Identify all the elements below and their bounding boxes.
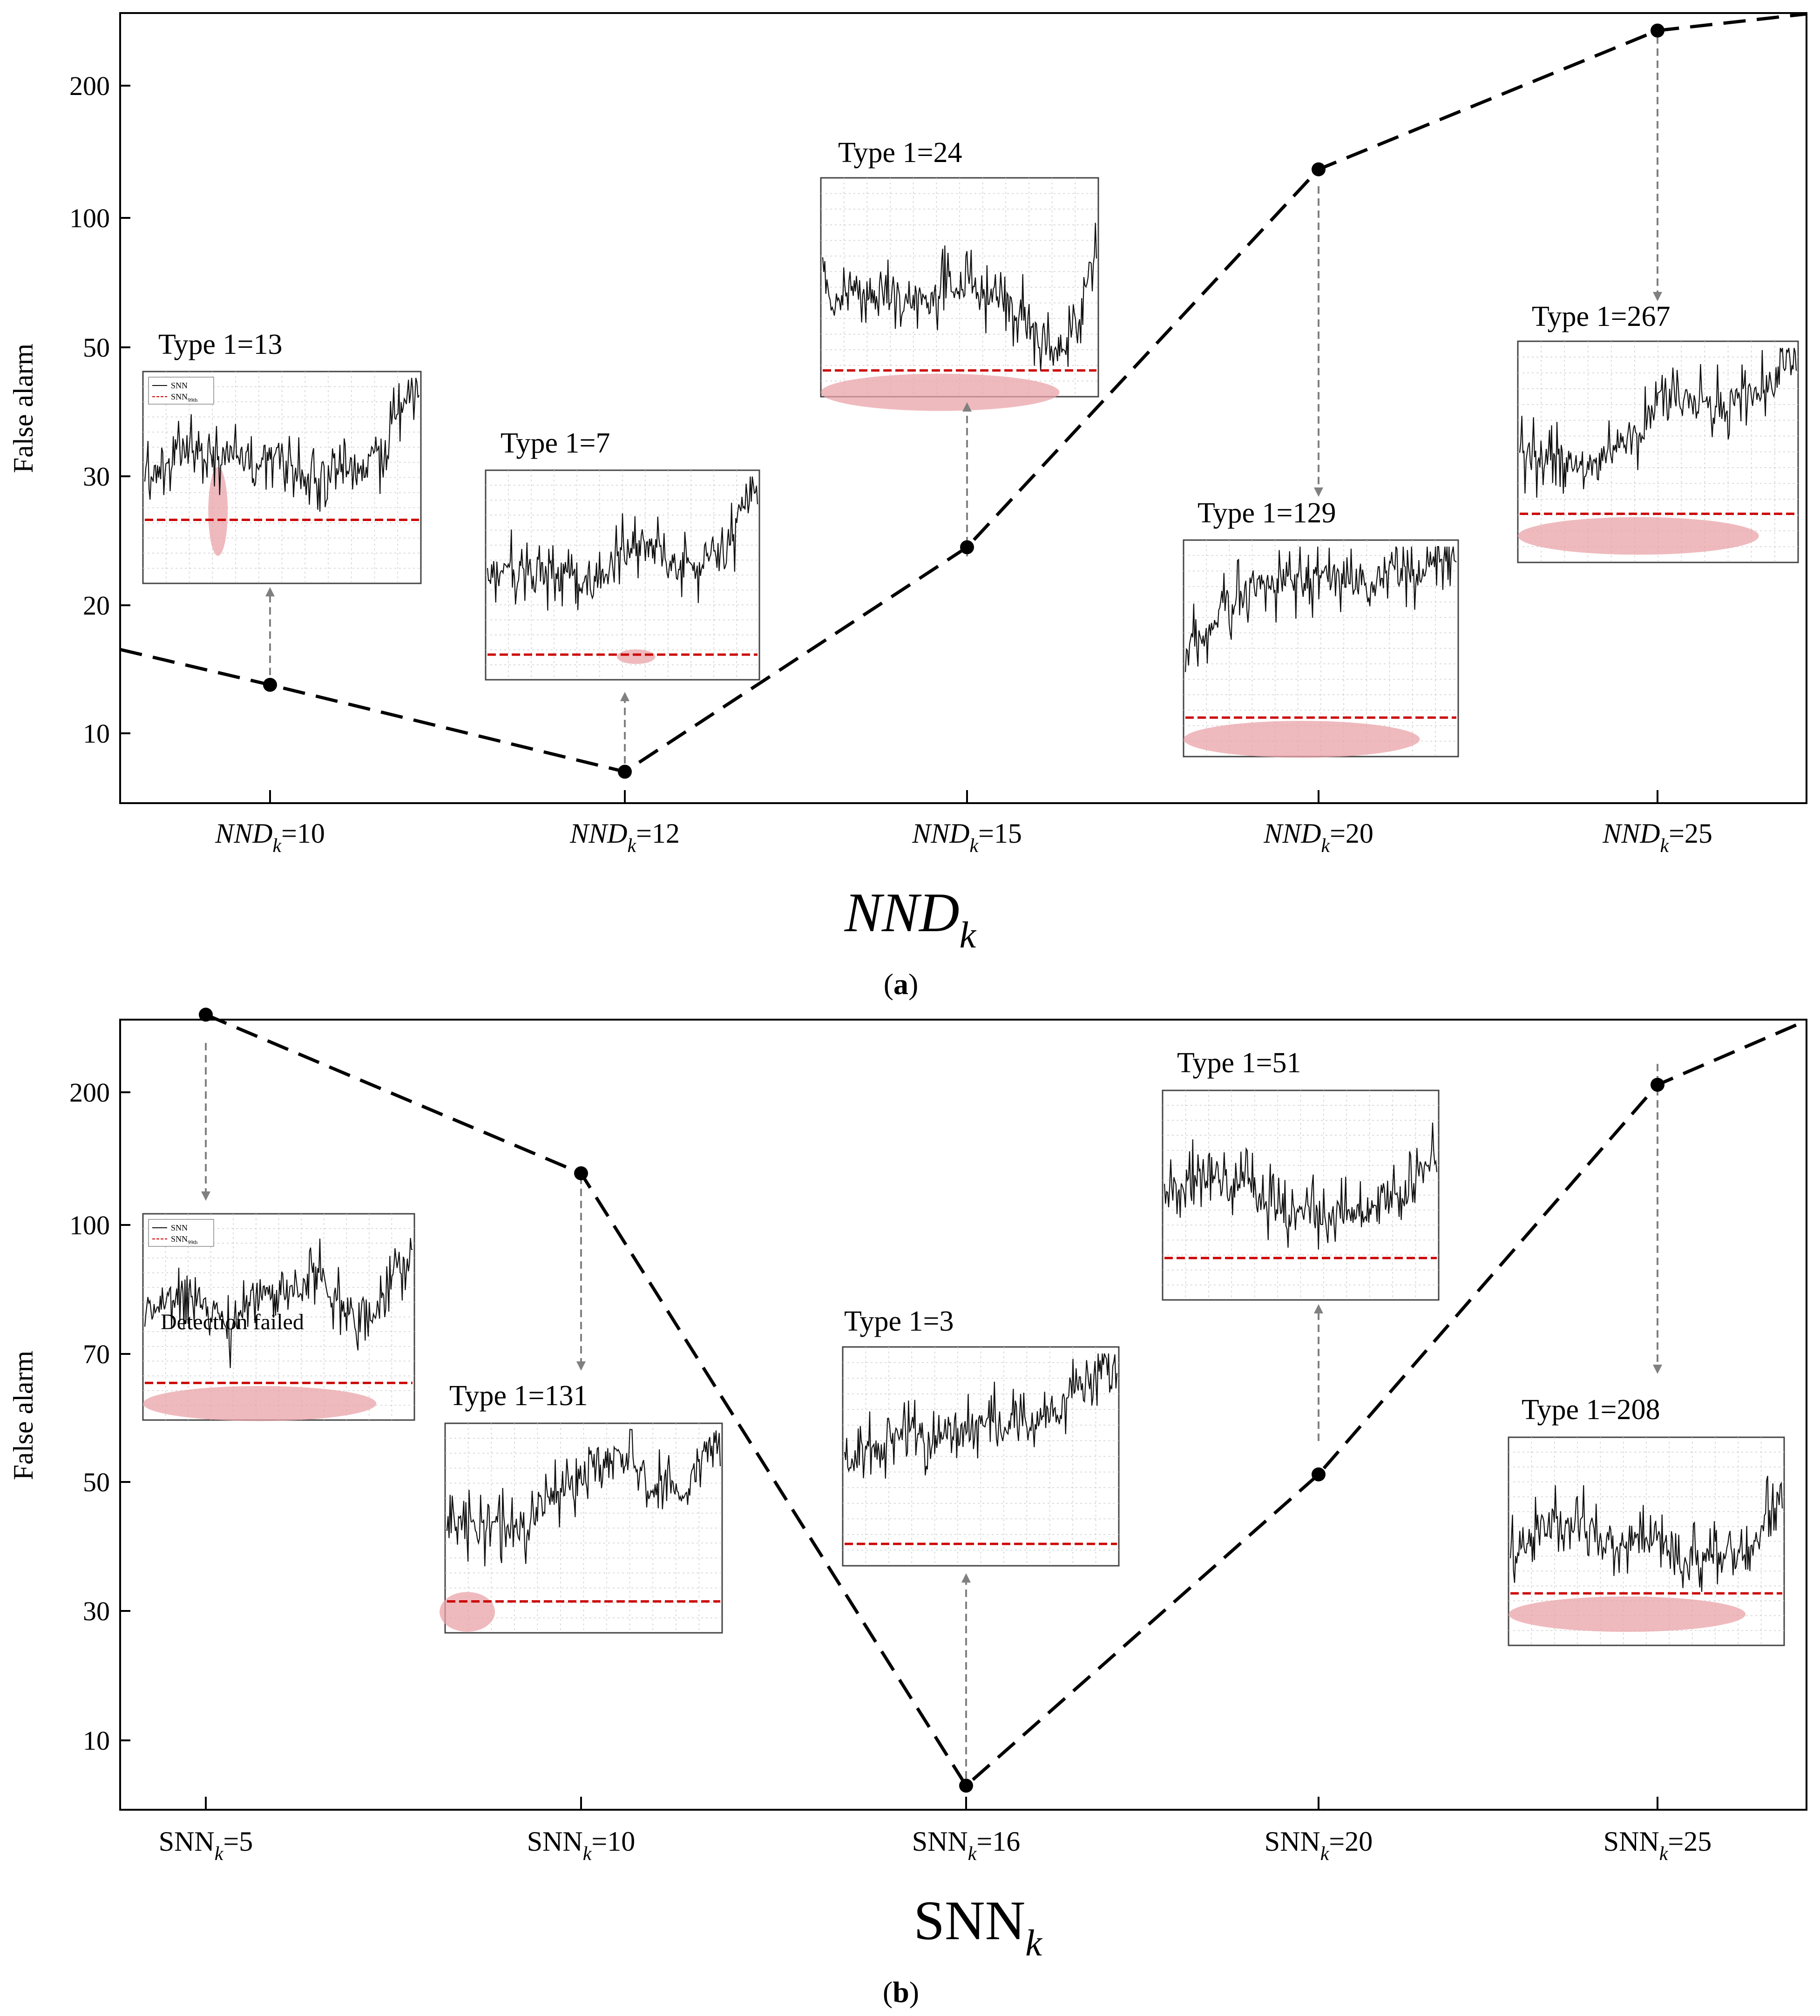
inset-legend: [148, 377, 214, 405]
y-tick-label: 100: [69, 203, 110, 233]
x-tick-label: NNDk=12: [569, 818, 680, 857]
inset-trace: [144, 1238, 413, 1368]
panel-caption: (b): [883, 1975, 919, 2009]
plot-frame: [119, 1019, 1807, 1811]
x-tick-label: SNNk=25: [1603, 1826, 1712, 1865]
y-tick-label: 50: [83, 332, 110, 363]
arrows: [201, 1043, 1662, 1779]
x-axis-label: SNNk: [913, 1889, 1042, 1964]
y-tick-label: 10: [83, 718, 110, 749]
y-axis-ticks: 10 20 30 50 100 200: [69, 71, 130, 749]
y-tick-label: 200: [69, 1077, 110, 1108]
inset-label: Type 1=24: [838, 137, 962, 169]
legend-label-snn: SNN: [171, 1223, 188, 1232]
x-tick-label: SNNk=20: [1265, 1826, 1373, 1865]
inset-label: Type 1=131: [449, 1380, 588, 1412]
x-tick-label: NNDk=25: [1602, 818, 1712, 857]
inset-label: Type 1=7: [501, 427, 610, 459]
data-point: [960, 540, 974, 555]
inset-plot: Type 1=131: [440, 1380, 723, 1634]
inset-label: Detection failed: [161, 1310, 304, 1334]
inset-label: Type 1=129: [1198, 497, 1336, 529]
y-tick-label: 30: [83, 461, 110, 492]
inset-plots: SNN SNN99th Detection failed Type 1=131 Type…: [142, 1047, 1785, 1646]
highlight-ellipse: [617, 649, 656, 664]
highlight-ellipse: [1509, 1596, 1746, 1632]
y-axis-ticks: 10 30 50 70 100 200: [69, 1077, 130, 1756]
inset-trace: [446, 1429, 721, 1567]
data-points: [199, 1008, 1664, 1793]
y-tick-label: 200: [69, 71, 110, 101]
inset-trace: [1184, 546, 1457, 672]
inset-plot: Type 1=3: [842, 1306, 1120, 1567]
x-tick-label: NNDk=15: [912, 818, 1022, 857]
data-points: [263, 23, 1664, 779]
inset-plot: Type 1=7: [485, 427, 760, 681]
x-tick-label: SNNk=5: [159, 1826, 253, 1865]
inset-plot: Type 1=208: [1508, 1394, 1785, 1646]
arrows: [265, 36, 1662, 764]
y-tick-label: 10: [83, 1725, 110, 1756]
data-point: [618, 764, 632, 779]
inset-plots: SNN SNN99th Type 1=13 Type 1=7 Type 1=24 Type…: [142, 137, 1799, 758]
panel-caption: (a): [884, 967, 919, 1001]
inset-trace: [844, 1353, 1118, 1479]
inset-label: Type 1=267: [1532, 301, 1671, 332]
legend-label-threshold: SNN99th: [171, 392, 197, 403]
x-axis-label: NNDk: [844, 881, 977, 956]
data-point: [199, 1008, 213, 1022]
data-point: [1651, 23, 1664, 38]
y-tick-label: 30: [83, 1596, 110, 1626]
x-axis-ticks: SNNk=5 SNNk=10 SNNk=16 SNNk=20 SNNk=25: [159, 1797, 1712, 1865]
inset-plot: Type 1=267: [1517, 301, 1799, 563]
data-point: [1651, 1077, 1664, 1092]
inset-trace: [1509, 1475, 1783, 1592]
inset-label: Type 1=51: [1177, 1047, 1301, 1079]
highlight-ellipse: [821, 373, 1060, 411]
data-point: [574, 1166, 588, 1180]
inset-plot: SNN SNN99th Type 1=13: [142, 329, 422, 584]
legend-label-snn: SNN: [171, 381, 188, 390]
highlight-ellipse: [208, 467, 228, 556]
y-tick-label: 100: [69, 1210, 110, 1240]
x-tick-label: SNNk=10: [527, 1826, 636, 1865]
inset-trace: [822, 223, 1097, 372]
highlight-ellipse: [1518, 517, 1759, 555]
inset-label: Type 1=3: [844, 1306, 954, 1337]
x-tick-label: NNDk=20: [1263, 818, 1373, 857]
plot-frame: [119, 12, 1807, 804]
inset-trace: [1519, 347, 1797, 498]
data-point: [959, 1779, 973, 1793]
inset-legend: [148, 1219, 214, 1247]
y-axis-label: False alarm: [8, 1351, 39, 1480]
false-alarm-line: [205, 1013, 1807, 1788]
y-tick-label: 50: [83, 1467, 110, 1497]
inset-trace: [144, 378, 420, 512]
highlight-ellipse: [440, 1592, 495, 1632]
inset-frame: [142, 371, 422, 584]
inset-trace: [487, 476, 758, 611]
inset-plot: Type 1=129: [1183, 497, 1459, 758]
x-tick-label: NNDk=10: [215, 818, 325, 857]
inset-trace: [1164, 1123, 1438, 1250]
highlight-ellipse: [1184, 721, 1420, 758]
x-axis-ticks: NNDk=10 NNDk=12 NNDk=15 NNDk=20 NNDk=25: [215, 790, 1712, 857]
highlight-ellipse: [143, 1386, 377, 1421]
data-point: [263, 677, 277, 692]
inset-plot: SNN SNN99th Detection failed: [142, 1213, 415, 1421]
y-tick-label: 20: [83, 590, 110, 621]
x-tick-label: SNNk=16: [912, 1826, 1021, 1865]
inset-label: Type 1=13: [158, 329, 283, 360]
data-point: [1312, 162, 1326, 176]
y-axis-label: False alarm: [8, 344, 39, 473]
inset-plot: Type 1=51: [1162, 1047, 1440, 1301]
data-point: [1312, 1467, 1326, 1482]
inset-label: Type 1=208: [1522, 1394, 1660, 1426]
inset-plot: Type 1=24: [820, 137, 1099, 411]
legend-label-threshold: SNN99th: [171, 1234, 197, 1245]
y-tick-label: 70: [83, 1339, 110, 1369]
